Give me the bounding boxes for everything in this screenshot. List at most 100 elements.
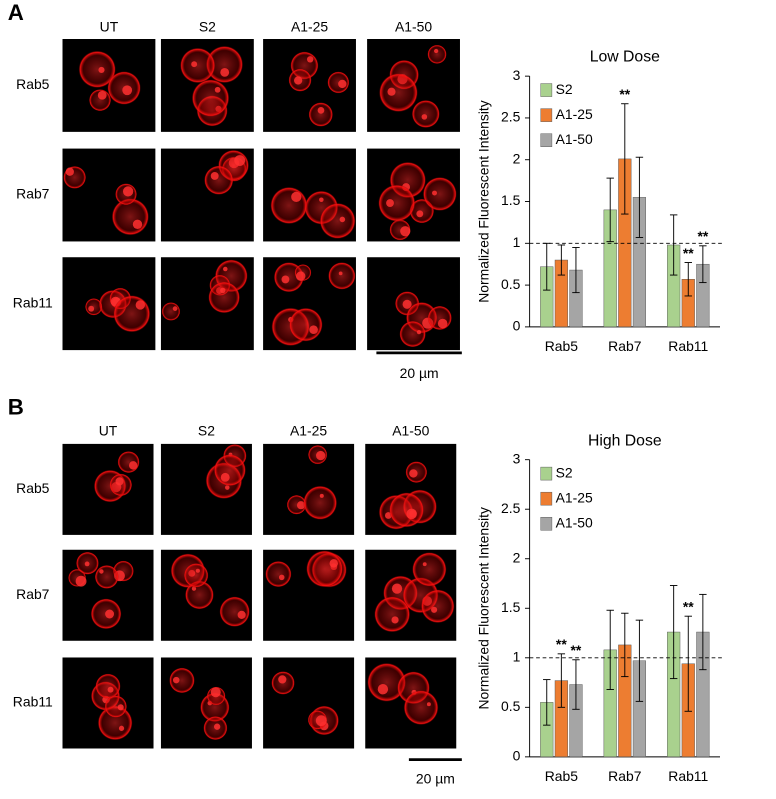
cell-spot bbox=[98, 66, 105, 74]
cell-spot bbox=[338, 79, 347, 89]
cell-spot bbox=[296, 501, 306, 510]
cell-spot bbox=[84, 561, 90, 567]
cell-spot bbox=[234, 155, 246, 166]
cell-spot bbox=[65, 167, 74, 176]
error-bar bbox=[699, 245, 707, 284]
scale-bar-label: 20 µm bbox=[416, 771, 455, 787]
row-label: Rab5 bbox=[16, 480, 50, 496]
cell bbox=[374, 596, 411, 633]
cell-spot bbox=[422, 562, 427, 567]
cell-spot bbox=[220, 472, 230, 482]
significance-label: ** bbox=[619, 86, 630, 102]
cell-spot bbox=[416, 329, 422, 335]
cell-spot bbox=[223, 266, 228, 272]
cell bbox=[422, 177, 457, 211]
cell bbox=[78, 50, 116, 88]
error-bar bbox=[606, 177, 614, 243]
cell bbox=[169, 667, 195, 694]
cell-spot bbox=[214, 86, 221, 93]
column-header: UT bbox=[99, 422, 118, 438]
cell-spot bbox=[319, 493, 324, 498]
x-tick-label: Rab7 bbox=[608, 768, 642, 784]
cell bbox=[327, 71, 350, 94]
cell bbox=[288, 307, 323, 342]
cell bbox=[306, 550, 344, 588]
chart-title: High Dose bbox=[588, 432, 662, 449]
cell bbox=[104, 695, 128, 718]
row-label: Rab7 bbox=[16, 586, 50, 602]
y-tick-label: 0 bbox=[513, 318, 521, 334]
legend-label: A1-50 bbox=[556, 131, 593, 147]
cell-spot bbox=[128, 461, 138, 470]
legend-swatch bbox=[540, 83, 553, 97]
significance-label: ** bbox=[571, 642, 582, 658]
cell-spot bbox=[409, 469, 418, 478]
x-tick-label: Rab5 bbox=[545, 338, 579, 354]
cell-spot bbox=[377, 684, 389, 695]
error-bar bbox=[621, 612, 629, 678]
cell-spot bbox=[122, 186, 134, 197]
panel-label: B bbox=[8, 394, 24, 419]
cell bbox=[161, 302, 181, 321]
cell-spot bbox=[213, 723, 221, 730]
y-tick-label: 1.5 bbox=[501, 599, 521, 615]
cell bbox=[427, 44, 447, 64]
cell-spot bbox=[391, 583, 403, 594]
significance-label: ** bbox=[556, 636, 567, 652]
row-label: Rab11 bbox=[13, 294, 53, 310]
cell-spot bbox=[224, 485, 230, 490]
error-bar bbox=[699, 593, 707, 671]
legend-swatch bbox=[540, 517, 553, 531]
y-tick-label: 3 bbox=[513, 67, 521, 83]
cell bbox=[204, 165, 234, 195]
legend-label: S2 bbox=[556, 81, 573, 97]
error-bar bbox=[621, 103, 629, 215]
micrograph bbox=[263, 657, 355, 749]
cell bbox=[308, 102, 333, 127]
error-bar bbox=[557, 653, 566, 708]
cell-spot bbox=[315, 715, 327, 727]
cell-spot bbox=[400, 226, 411, 237]
legend-label: A1-50 bbox=[556, 514, 593, 530]
cell-spot bbox=[210, 687, 221, 698]
column-header: UT bbox=[100, 19, 119, 35]
cell-spot bbox=[431, 606, 438, 613]
cell-spot bbox=[426, 702, 431, 707]
cell bbox=[303, 485, 338, 520]
cell-spot bbox=[421, 114, 428, 120]
column-header: A1-50 bbox=[395, 19, 432, 35]
error-bar bbox=[557, 244, 566, 276]
x-tick-label: Rab5 bbox=[545, 768, 579, 784]
cell bbox=[117, 451, 140, 474]
cell bbox=[286, 494, 307, 515]
y-tick-label: 1 bbox=[513, 648, 521, 664]
cell-spot bbox=[99, 569, 104, 574]
row-label: Rab5 bbox=[16, 76, 50, 92]
cell-spot bbox=[434, 48, 439, 54]
chart-title: Low Dose bbox=[590, 49, 660, 66]
cell-spot bbox=[115, 477, 124, 486]
cell-spot bbox=[88, 305, 95, 312]
error-bar bbox=[635, 619, 644, 702]
panel-label: A bbox=[8, 0, 24, 25]
cell-spot bbox=[309, 325, 318, 335]
cell bbox=[378, 184, 416, 222]
cell-spot bbox=[278, 574, 285, 581]
cell-spot bbox=[220, 67, 230, 77]
legend-swatch bbox=[540, 108, 553, 122]
cell bbox=[219, 596, 250, 627]
cell bbox=[113, 295, 151, 333]
column-header: S2 bbox=[198, 422, 215, 438]
y-tick-label: 3 bbox=[513, 450, 521, 466]
error-bar bbox=[669, 585, 678, 680]
cell bbox=[319, 202, 356, 239]
cell-spot bbox=[122, 85, 133, 96]
cell bbox=[378, 73, 418, 113]
cell-spot bbox=[339, 216, 346, 223]
column-header: S2 bbox=[199, 19, 216, 35]
cell-spot bbox=[291, 191, 302, 203]
cell-spot bbox=[237, 610, 246, 619]
error-bar bbox=[684, 262, 692, 297]
